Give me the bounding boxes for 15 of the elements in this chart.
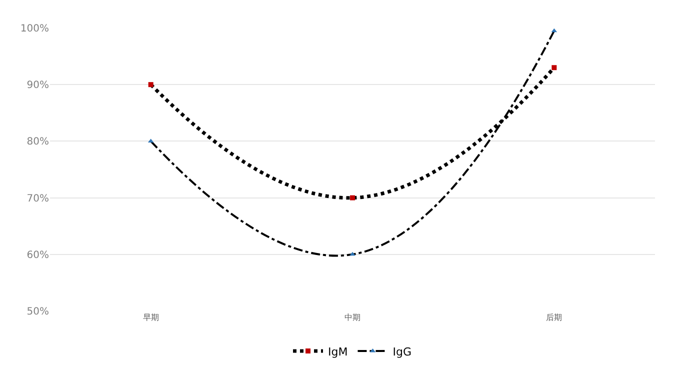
point — [148, 82, 154, 88]
y-tick-label: 50% — [26, 306, 49, 318]
y-tick-label: 80% — [26, 136, 49, 148]
y-tick-label: 70% — [26, 193, 49, 204]
point — [552, 65, 557, 70]
y-tick-label: 60% — [26, 250, 49, 261]
legend-label: IgM — [328, 345, 348, 358]
y-tick-label: 100% — [20, 24, 49, 34]
point — [350, 195, 355, 200]
x-tick-label: 后期 — [546, 313, 562, 322]
legend-label: IgG — [392, 345, 412, 358]
point — [350, 252, 356, 256]
y-tick-label: 90% — [26, 80, 49, 92]
x-tick-label: 早期 — [142, 313, 159, 322]
x-tick-label: 中期 — [344, 313, 360, 322]
